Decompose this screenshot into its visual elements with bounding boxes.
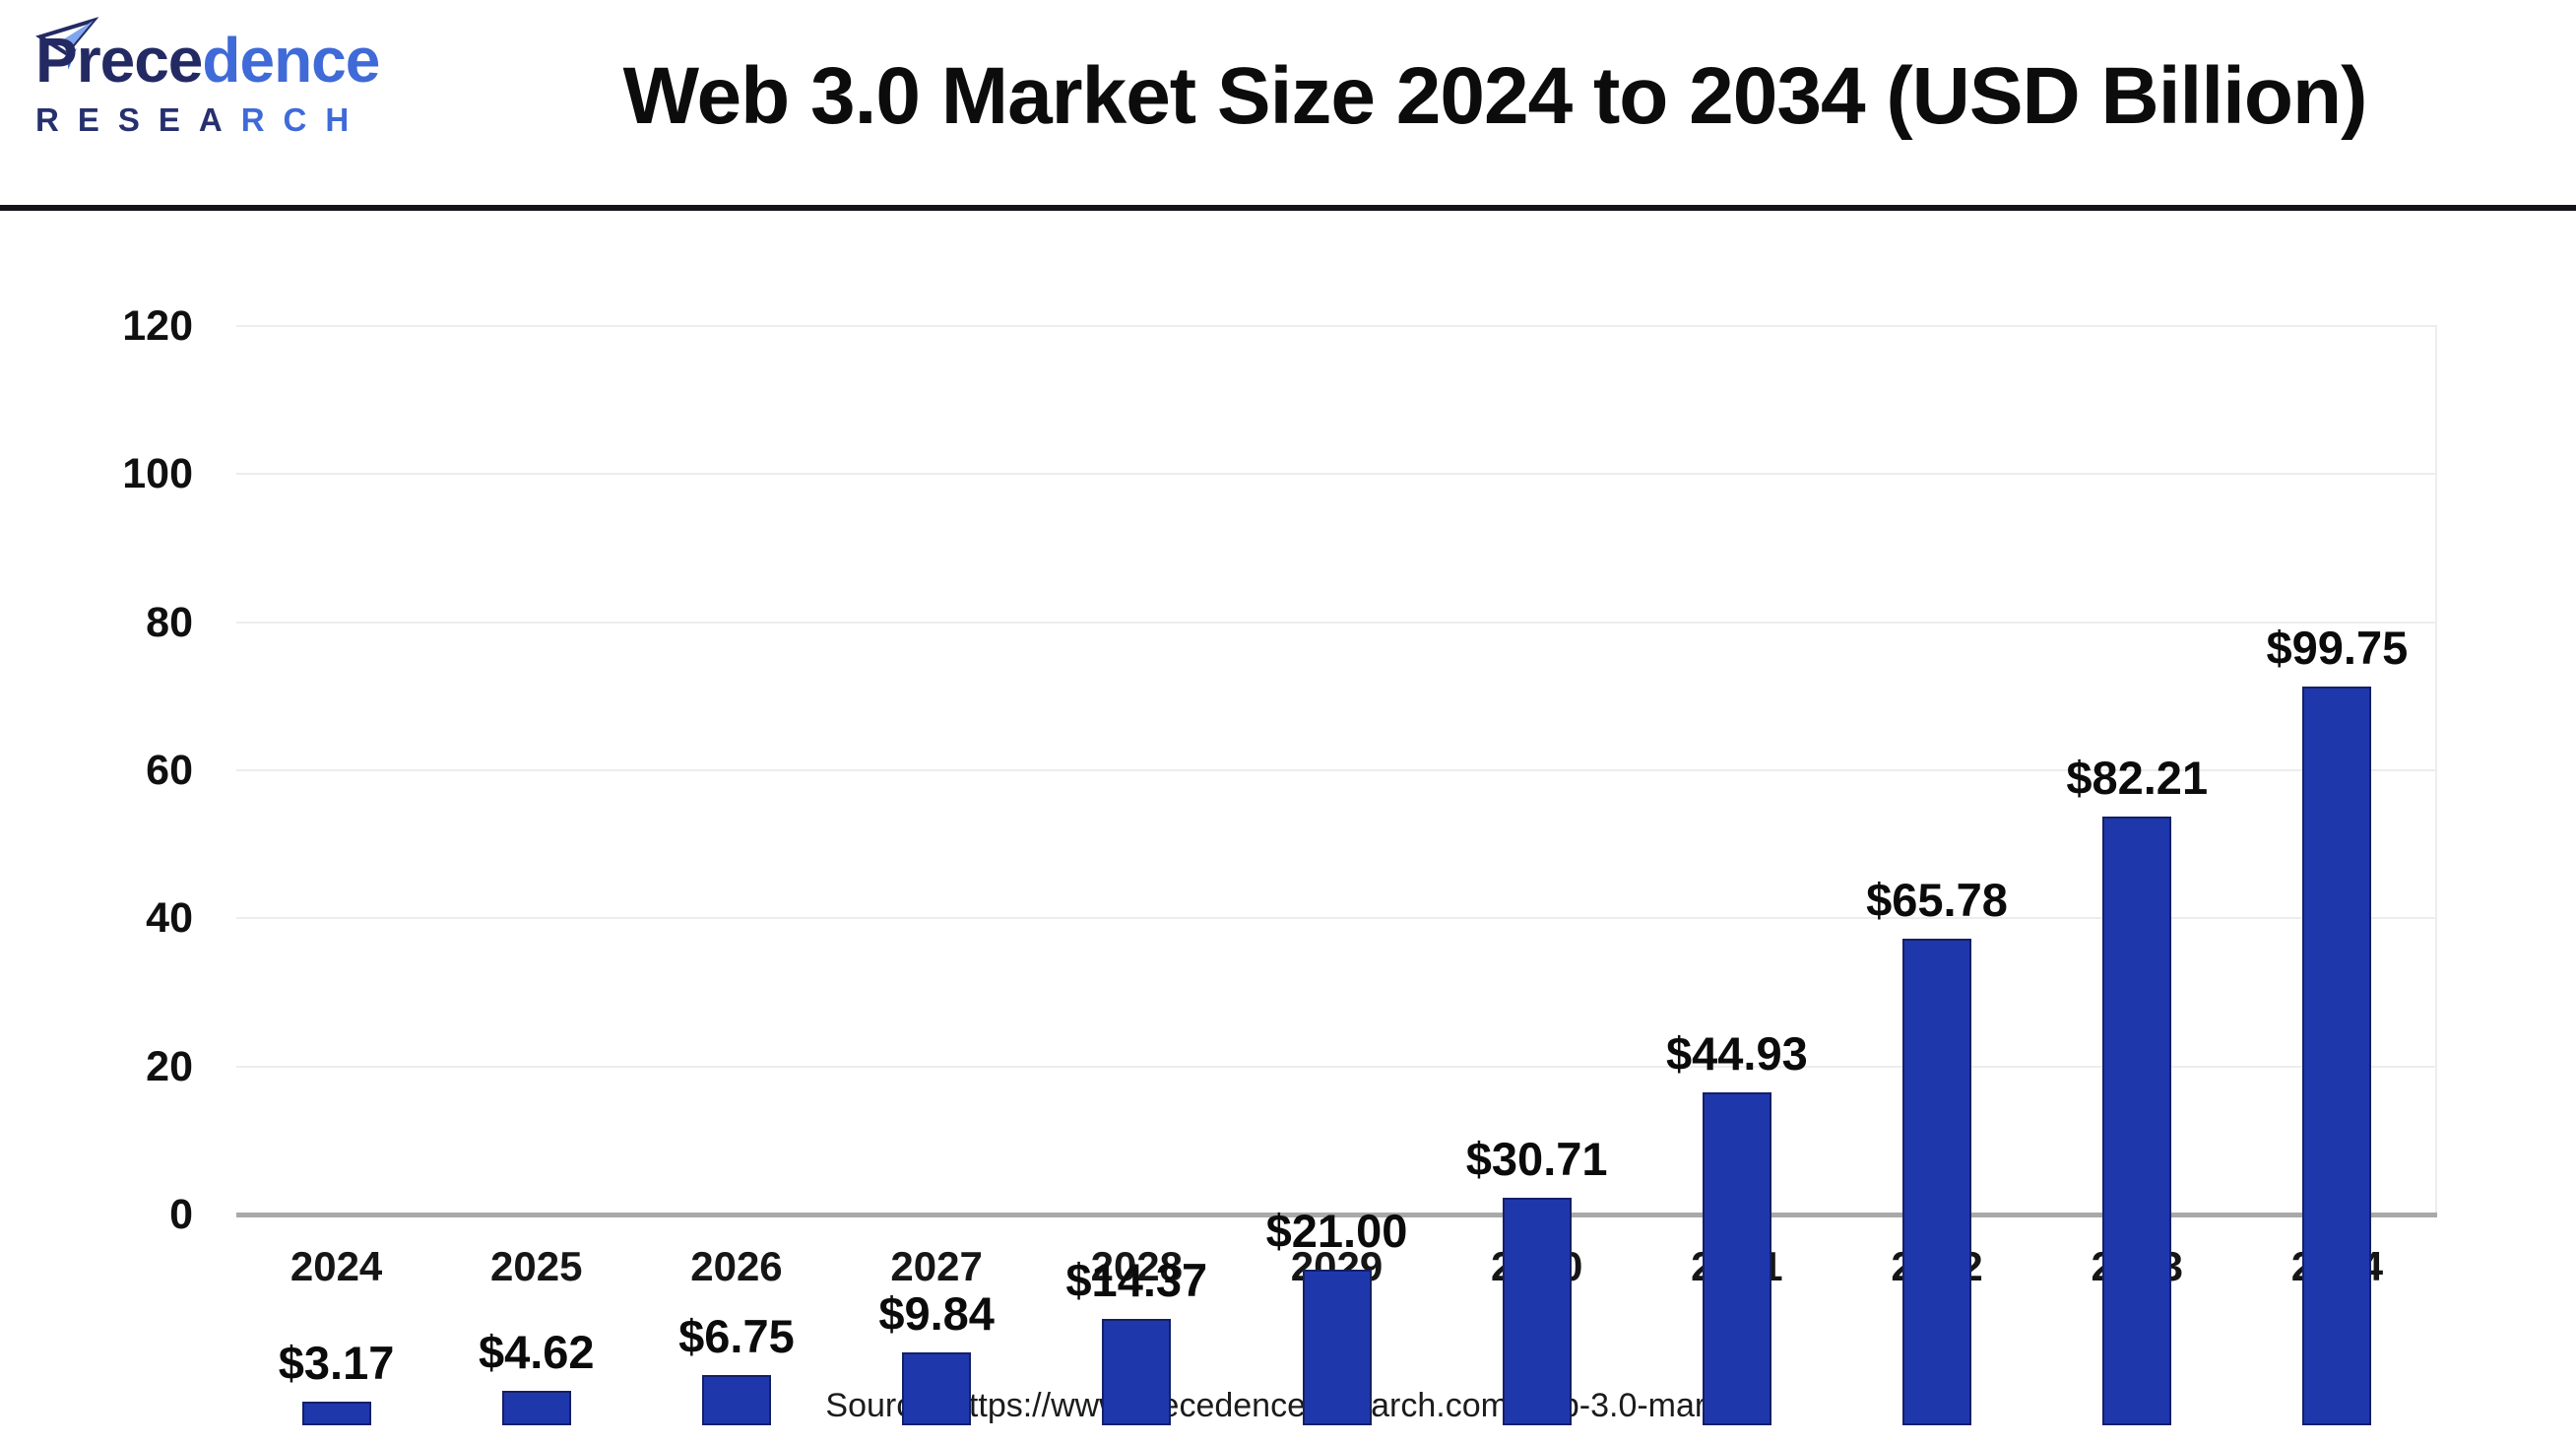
paper-plane-icon [35, 17, 99, 70]
chart-title: Web 3.0 Market Size 2024 to 2034 (USD Bi… [622, 51, 2368, 141]
logo-subtext-blue: RCH [240, 101, 368, 138]
y-axis-tick-label-60: 60 [146, 747, 193, 794]
gridline-40 [236, 917, 2437, 920]
y-axis-tick-label-0: 0 [169, 1191, 193, 1238]
bar-value-label-2034: $99.75 [2266, 622, 2409, 675]
y-axis-tick-label-120: 120 [122, 302, 193, 350]
bar-value-label-2032: $65.78 [1866, 873, 2008, 926]
logo-subtext: RESEARCH [35, 102, 429, 138]
bar-2032 [1902, 938, 1972, 1425]
x-axis-year-label-2027: 2027 [890, 1243, 983, 1289]
gridline-80 [236, 621, 2437, 624]
x-axis-year-label-2026: 2026 [690, 1243, 783, 1289]
source-caption: Source: https://www.precedenceresearch.c… [825, 1387, 1751, 1424]
bar-value-label-2031: $44.93 [1665, 1027, 1808, 1081]
bar-value-label-2030: $30.71 [1465, 1133, 1608, 1186]
bar-2030 [1502, 1198, 1572, 1425]
header: Precedence RESEARCH Web 3.0 Market Size … [0, 0, 2576, 203]
precedence-research-logo: Precedence RESEARCH [35, 17, 429, 173]
bar-2033 [2102, 817, 2172, 1425]
gridline-20 [236, 1065, 2437, 1068]
bar-value-label-2026: $6.75 [678, 1310, 795, 1363]
x-axis-baseline [236, 1213, 2437, 1217]
gridline-60 [236, 769, 2437, 771]
gridline-120 [236, 325, 2437, 327]
y-axis-tick-label-100: 100 [122, 450, 193, 498]
header-divider [0, 205, 2576, 211]
bar-value-label-2027: $9.84 [878, 1287, 995, 1341]
logo-subtext-dark: RESEA [35, 101, 241, 138]
bar-2029 [1302, 1270, 1372, 1425]
plot-area: $3.17 $4.62 $6.75 $9.84 $14.37 $21.00 $30.71 $4… [236, 537, 2437, 1425]
bar-2025 [501, 1391, 571, 1425]
y-axis-tick-label-20: 20 [146, 1042, 193, 1090]
bar-value-label-2029: $21.00 [1265, 1205, 1408, 1258]
logo-wordmark: Precedence [35, 26, 429, 95]
bar-chart: $3.17 $4.62 $6.75 $9.84 $14.37 $21.00 $30.71 $4… [0, 211, 2576, 1425]
x-axis-year-label-2024: 2024 [290, 1243, 383, 1289]
plot-right-border [2435, 326, 2437, 1214]
bar-2034 [2302, 687, 2372, 1425]
x-axis-year-label-2025: 2025 [490, 1243, 583, 1289]
bar-value-label-2025: $4.62 [478, 1326, 595, 1379]
bar-value-label-2033: $82.21 [2066, 752, 2209, 805]
bar-2024 [301, 1402, 371, 1425]
logo-wordmark-dark: Prece [35, 25, 203, 96]
x-axis-year-label-2028: 2028 [1090, 1243, 1184, 1289]
gridline-100 [236, 473, 2437, 476]
bar-value-label-2024: $3.17 [278, 1337, 395, 1390]
bar-value-label-2028: $14.37 [1065, 1254, 1208, 1306]
bar-2028 [1102, 1319, 1172, 1425]
y-axis-tick-label-40: 40 [146, 894, 193, 943]
bar-2027 [902, 1352, 972, 1425]
y-axis-tick-label-80: 80 [146, 598, 193, 646]
logo-wordmark-blue: dence [202, 25, 380, 96]
bar-2026 [701, 1375, 771, 1425]
bar-2031 [1702, 1092, 1771, 1425]
